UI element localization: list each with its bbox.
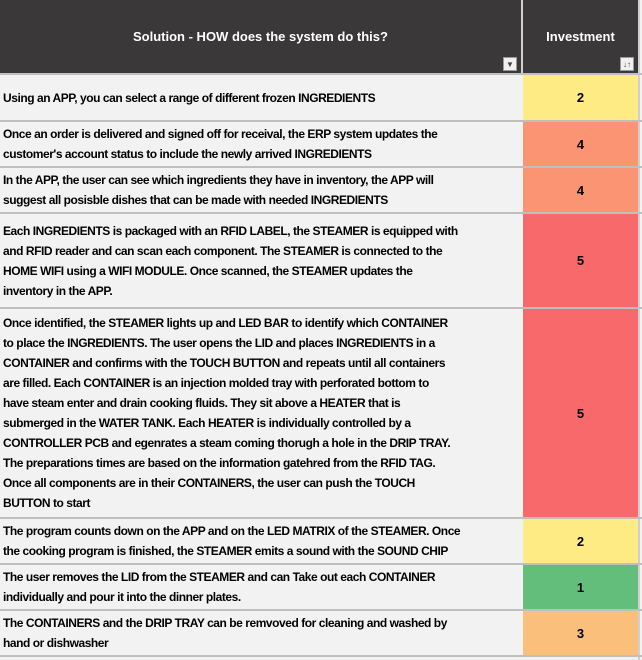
header-investment-label: Investment [546,29,615,44]
table-row [0,655,642,660]
solution-text-line: are filled. Each CONTAINER is an injecti… [3,376,429,390]
solution-text-line: Once all components are in their CONTAIN… [3,476,415,490]
solution-cell[interactable]: In the APP, the user can see which ingre… [3,168,519,212]
table-row: The CONTAINERS and the DRIP TRAY can be … [0,609,642,655]
table-row: The program counts down on the APP and o… [0,517,642,563]
column-border [638,0,640,660]
investment-cell[interactable]: 5 [523,309,638,517]
investment-cell[interactable]: 2 [523,75,638,120]
table-row: Once an order is delivered and signed of… [0,120,642,166]
investment-cell[interactable]: 2 [523,519,638,563]
filter-dropdown-icon[interactable]: ▼ [503,57,517,71]
solution-text-line: Each INGREDIENTS is packaged with an RFI… [3,223,458,238]
solution-text-line: Once an order is delivered and signed of… [3,127,438,141]
solution-text-line: The CONTAINERS and the DRIP TRAY can be … [3,616,447,630]
solution-text-line: Once identified, the STEAMER lights up a… [3,316,448,330]
solution-text-line: submerged in the WATER TANK. Each HEATER… [3,416,411,430]
solution-text-line: CONTROLLER PCB and egenrates a steam com… [3,436,451,450]
solution-text-line: suggest all posisble dishes that can be … [3,193,388,207]
table-row: In the APP, the user can see which ingre… [0,166,642,212]
column-header-solution: Solution - HOW does the system do this? … [0,0,521,73]
investment-cell[interactable]: 3 [523,611,638,655]
solution-text-line: BUTTON to start [3,496,91,510]
header-solution-label: Solution - HOW does the system do this? [133,29,388,44]
solution-text-line: Using an APP, you can select a range of … [3,90,376,105]
solution-text-line: The preparations times are based on the … [3,456,436,470]
solution-text-line: customer's account status to include the… [3,147,372,161]
table-row: Each INGREDIENTS is packaged with an RFI… [0,212,642,307]
solution-cell[interactable]: The user removes the LID from the STEAME… [3,565,519,609]
table-row: The user removes the LID from the STEAME… [0,563,642,609]
table-row: Once identified, the STEAMER lights up a… [0,307,642,517]
investment-cell[interactable]: 4 [523,122,638,166]
solution-cell[interactable]: Using an APP, you can select a range of … [3,75,519,120]
column-header-investment: Investment ↓↑ [523,0,638,73]
solution-text-line: In the APP, the user can see which ingre… [3,173,434,187]
solution-cell[interactable]: Once an order is delivered and signed of… [3,122,519,166]
solution-text-line: individually and pour it into the dinner… [3,590,241,604]
investment-cell[interactable]: 5 [523,214,638,307]
solution-cell[interactable]: The CONTAINERS and the DRIP TRAY can be … [3,611,519,655]
header-divider [521,0,523,73]
solution-text-line: have steam enter and drain cooking fluid… [3,396,401,410]
investment-cell[interactable]: 1 [523,565,638,609]
solution-text-line: hand or dishwasher [3,636,109,650]
solution-text-line: HOME WIFI using a WIFI MODULE. Once scan… [3,263,413,278]
solution-cell[interactable]: Once identified, the STEAMER lights up a… [3,309,519,517]
solution-cell[interactable]: The program counts down on the APP and o… [3,519,519,563]
solution-cell[interactable]: Each INGREDIENTS is packaged with an RFI… [3,214,519,307]
solution-text-line: The user removes the LID from the STEAME… [3,570,436,584]
table-row: Using an APP, you can select a range of … [0,73,642,120]
solution-text-line: The program counts down on the APP and o… [3,524,461,538]
sort-filter-icon[interactable]: ↓↑ [620,57,634,71]
solution-text-line: CONTAINER and confirms with the TOUCH BU… [3,356,446,370]
solution-text-line: to place the INGREDIENTS. The user opens… [3,336,435,350]
solution-text-line: the cooking program is finished, the STE… [3,544,448,558]
solution-text-line: inventory in the APP. [3,283,113,298]
solution-text-line: and RFID reader and can scan each compon… [3,243,443,258]
investment-cell[interactable]: 4 [523,168,638,212]
